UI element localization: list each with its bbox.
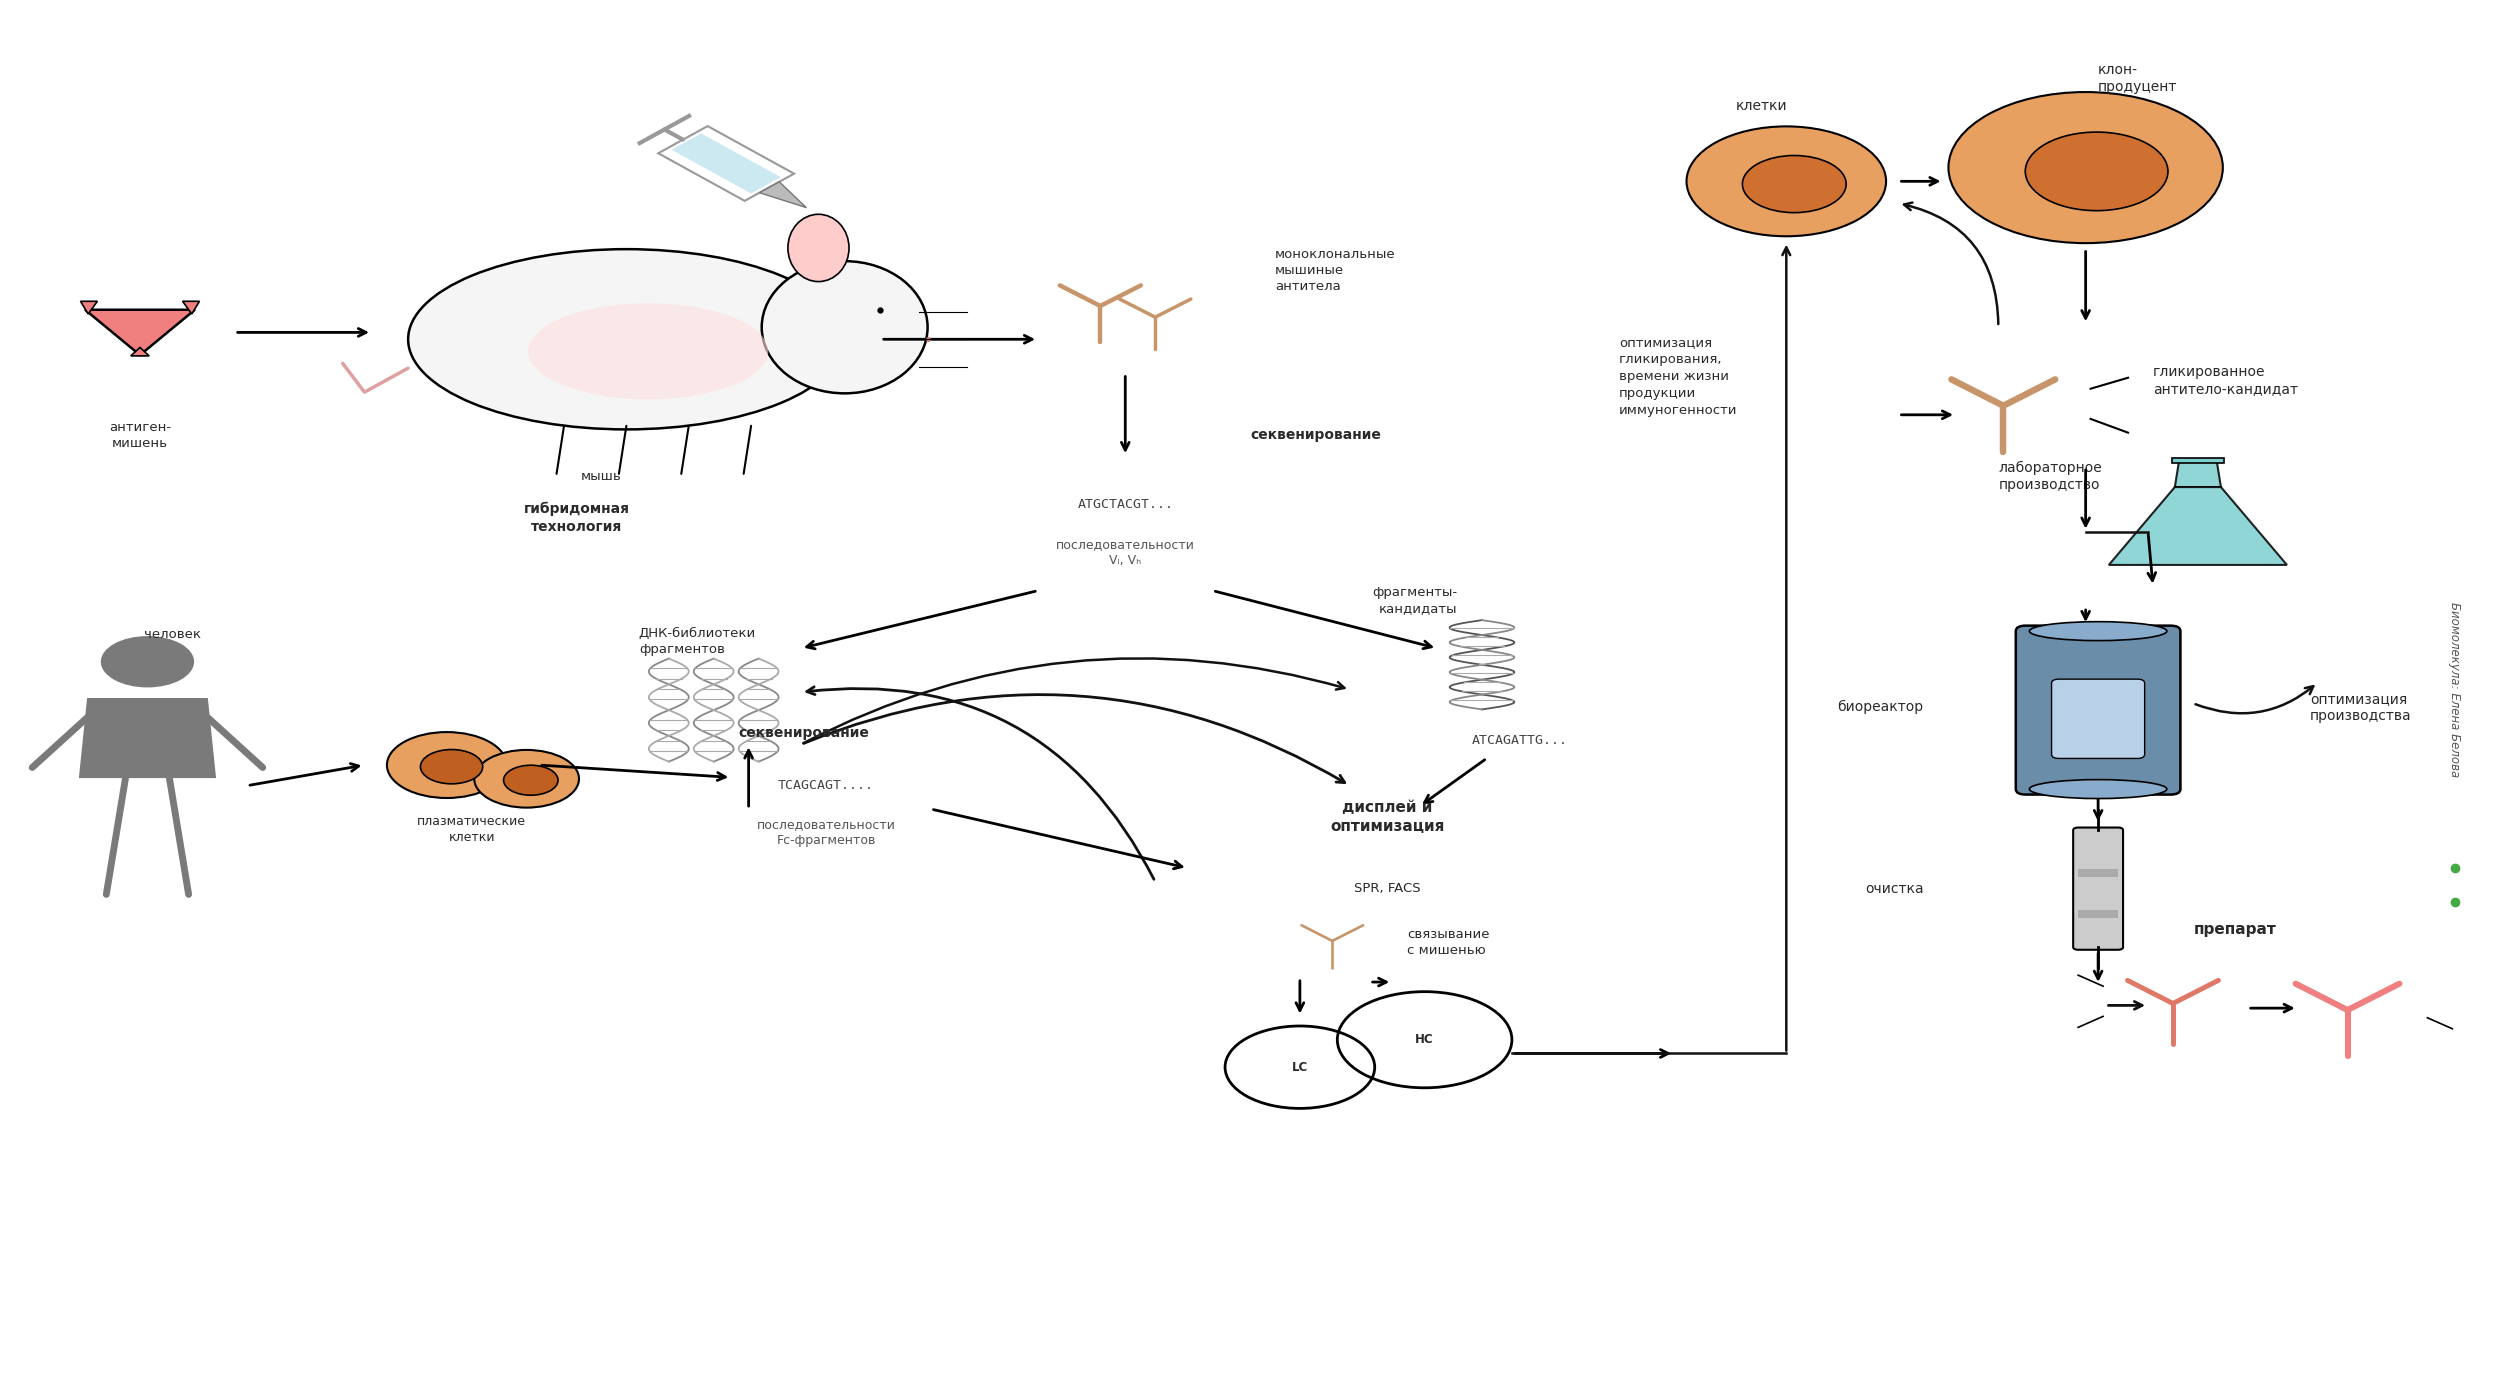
Circle shape: [475, 750, 580, 808]
Circle shape: [100, 636, 195, 688]
Text: HC: HC: [1415, 1033, 1435, 1047]
Ellipse shape: [2030, 779, 2168, 798]
Text: мышь: мышь: [580, 470, 622, 483]
Circle shape: [1688, 127, 1885, 236]
Polygon shape: [672, 134, 780, 193]
Polygon shape: [80, 301, 98, 314]
FancyBboxPatch shape: [2072, 827, 2122, 950]
Text: клетки: клетки: [1735, 99, 1787, 113]
Polygon shape: [760, 182, 808, 208]
Text: человек: человек: [145, 627, 200, 641]
Ellipse shape: [528, 303, 768, 400]
Text: последовательности
Vₗ, Vₕ: последовательности Vₗ, Vₕ: [1055, 538, 1195, 567]
Circle shape: [503, 765, 558, 796]
Ellipse shape: [2030, 622, 2168, 641]
Text: биореактор: биореактор: [1838, 701, 1922, 714]
Text: ДНК-библиотеки
фрагментов: ДНК-библиотеки фрагментов: [640, 627, 755, 656]
Text: очистка: очистка: [1865, 881, 1922, 895]
Circle shape: [2025, 132, 2168, 211]
Text: ATGCTACGT...: ATGCTACGT...: [1078, 498, 1172, 510]
Text: последовательности
Fc-фрагментов: последовательности Fc-фрагментов: [758, 818, 895, 847]
Text: гликированное
антитело-кандидат: гликированное антитело-кандидат: [2152, 365, 2298, 396]
FancyBboxPatch shape: [2052, 678, 2145, 758]
Text: антиген-
мишень: антиген- мишень: [110, 421, 170, 450]
Polygon shape: [182, 301, 200, 314]
Text: дисплей и
оптимизация: дисплей и оптимизация: [1330, 800, 1445, 834]
Text: ATCAGATTG...: ATCAGATTG...: [1472, 734, 1568, 747]
Text: клон-
продуцент: клон- продуцент: [2098, 62, 2178, 94]
FancyBboxPatch shape: [2015, 626, 2180, 794]
Text: TCAGCAGT....: TCAGCAGT....: [778, 779, 875, 792]
Polygon shape: [85, 310, 195, 354]
Bar: [2078, 869, 2118, 877]
Text: SPR, FACS: SPR, FACS: [1355, 883, 1420, 895]
Text: оптимизация
гликирования,
времени жизни
продукции
иммуногенности: оптимизация гликирования, времени жизни …: [1620, 336, 1737, 416]
Text: моноклональные
мышиные
антитела: моноклональные мышиные антитела: [1275, 248, 1395, 294]
Text: LC: LC: [1292, 1060, 1308, 1074]
Polygon shape: [130, 348, 150, 356]
Polygon shape: [2175, 461, 2220, 487]
Bar: [2172, 458, 2225, 463]
Circle shape: [388, 732, 508, 798]
Text: оптимизация
производства: оптимизация производства: [2310, 692, 2412, 723]
Ellipse shape: [788, 214, 850, 281]
Circle shape: [1742, 156, 1845, 212]
Ellipse shape: [762, 261, 928, 393]
Text: Биомолекула: Елена Белова: Биомолекула: Елена Белова: [2448, 601, 2462, 778]
Circle shape: [420, 750, 482, 783]
Circle shape: [1948, 92, 2222, 243]
Text: гибридомная
технология: гибридомная технология: [522, 502, 630, 534]
Text: лабораторное
производство: лабораторное производство: [1998, 461, 2102, 492]
Text: связывание
с мишенью: связывание с мишенью: [1407, 928, 1490, 957]
Text: секвенирование: секвенирование: [738, 727, 870, 741]
Bar: [2078, 910, 2118, 918]
Polygon shape: [658, 125, 795, 201]
Text: секвенирование: секвенирование: [1250, 429, 1380, 443]
Text: плазматические
клетки: плазматические клетки: [418, 815, 525, 844]
Text: препарат: препарат: [2195, 923, 2278, 938]
Text: фрагменты-
кандидаты: фрагменты- кандидаты: [1372, 586, 1457, 615]
Polygon shape: [80, 698, 215, 778]
Ellipse shape: [408, 250, 845, 429]
Polygon shape: [2110, 487, 2288, 565]
